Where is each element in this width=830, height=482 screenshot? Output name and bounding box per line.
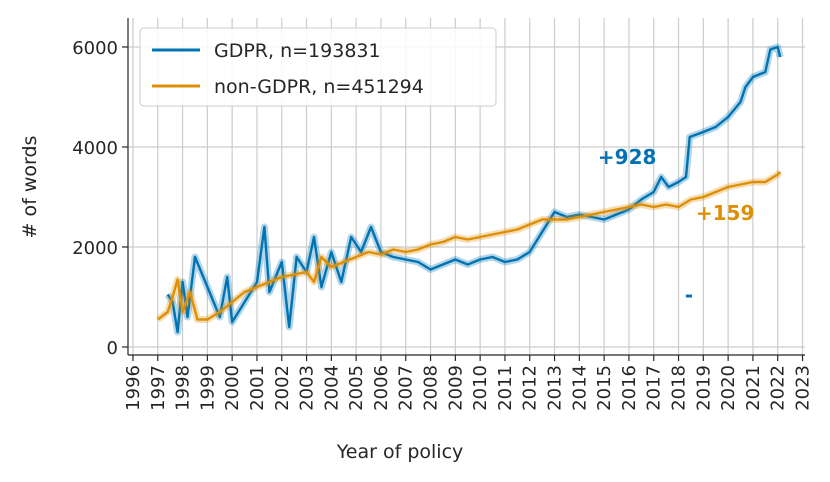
x-tick-label: 2014 xyxy=(569,365,590,411)
y-tick-label: 2000 xyxy=(72,238,118,259)
y-axis-label: # of words xyxy=(19,136,41,239)
x-tick-label: 2001 xyxy=(247,365,268,411)
x-tick-label: 2004 xyxy=(321,365,342,411)
x-tick-label: 2016 xyxy=(619,365,640,411)
x-tick-label: 2006 xyxy=(371,365,392,411)
x-tick-label: 2019 xyxy=(693,365,714,411)
annotation: +928 xyxy=(598,145,657,169)
x-tick-label: 2023 xyxy=(793,365,814,411)
annotation: - xyxy=(685,283,693,307)
x-tick-label: 1996 xyxy=(123,365,144,411)
x-tick-label: 2002 xyxy=(272,365,293,411)
legend-label: non-GDPR, n=451294 xyxy=(214,76,424,98)
x-axis-label: Year of policy xyxy=(336,441,464,463)
x-tick-label: 2021 xyxy=(743,365,764,411)
legend-box xyxy=(139,27,497,107)
x-tick-label: 2012 xyxy=(520,365,541,411)
x-tick-label: 1999 xyxy=(197,365,218,411)
y-tick-label: 4000 xyxy=(72,138,118,159)
x-tick-label: 2008 xyxy=(421,365,442,411)
line xyxy=(157,171,782,321)
x-tick-label: 2000 xyxy=(222,365,243,411)
y-tick-label: 0 xyxy=(107,338,118,359)
x-tick-label: 2018 xyxy=(669,365,690,411)
x-tick-label: 2009 xyxy=(445,365,466,411)
x-tick-label: 1998 xyxy=(173,365,194,411)
x-tick-label: 2007 xyxy=(396,365,417,411)
y-tick-label: 6000 xyxy=(72,38,118,59)
x-tick-label: 2015 xyxy=(594,365,615,411)
x-tick-label: 2010 xyxy=(470,365,491,411)
line xyxy=(166,45,782,334)
x-tick-label: 2013 xyxy=(545,365,566,411)
x-tick-label: 2017 xyxy=(644,365,665,411)
x-tick-label: 2011 xyxy=(495,365,516,411)
legend: GDPR, n=193831 non-GDPR, n=451294 xyxy=(139,27,497,107)
x-tick-label: 2005 xyxy=(346,365,367,411)
annotation: +159 xyxy=(696,201,755,225)
x-tick-label: 2020 xyxy=(718,365,739,411)
x-tick-label: 2003 xyxy=(297,365,318,411)
x-tick-label: 1997 xyxy=(148,365,169,411)
x-tick-label: 2022 xyxy=(768,365,789,411)
legend-label: GDPR, n=193831 xyxy=(214,40,381,62)
